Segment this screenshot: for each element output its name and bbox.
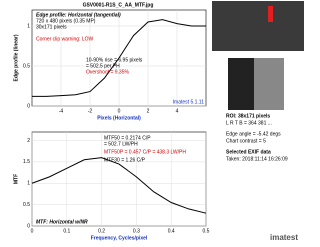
y-tick-label: 0.5 [23,202,30,208]
contrast: Chart contrast = 5 [226,138,266,144]
logo: imatest [270,233,298,242]
x-tick-label: 2 [147,108,150,114]
x-tick-label: 0.1 [63,228,70,234]
y-tick-label: 2 [27,138,30,144]
annotation: 30x171 pixels [36,24,67,30]
edge-angle: Edge angle = -5.42 degs [226,131,281,137]
chart-title: MTF: Horizontal w/NR [36,219,88,225]
annotation: Corner clip warning: LOW [36,36,94,42]
x-tick-label: 4 [176,108,179,114]
y-tick-label: 1 [27,23,30,29]
annotation: MTF30 = 1.26 C/P [104,157,146,163]
file-title: GSV0001-R1S_C_AA_MTF.jpg [83,2,154,8]
y-tick-label: 0 [27,103,30,109]
x-tick-label: -4 [59,108,64,114]
x-tick-label: -2 [88,108,93,114]
annotation: MTF50P = 0.457 C/P = 438.3 LW/PH [104,149,186,155]
y-tick-label: 0 [27,223,30,229]
x-tick-label: 0 [31,228,34,234]
exif-title: Selected EXIF data [226,149,271,155]
x-tick-label: 0.5 [203,228,210,234]
annotation: Imatest 5.1.11 [173,99,205,105]
x-axis-label: Pixels (Horizontal) [97,115,141,121]
x-axis-label: Frequency, Cycles/pixel [91,235,148,241]
annotation: = 502.7 LW/PH [104,141,138,147]
annotation: Overshoot = 9.35% [86,69,129,75]
roi-dark [228,58,254,110]
y-tick-label: 1 [27,181,30,187]
y-axis-label: Edge profile (linear) [13,34,19,81]
x-tick-label: 0.4 [168,228,175,234]
window: GSV0001-R1S_C_AA_MTF.jpg ROI: 38x171 pix… [0,0,305,247]
x-tick-label: 0.2 [98,228,105,234]
exif: Taken: 2018:11:14 16:26:09 [226,156,288,162]
x-tick-label: 0 [118,108,121,114]
thumbnail [212,1,304,51]
roi-marker [268,6,273,22]
y-axis-label: MTF [13,174,19,184]
x-tick-label: 0.3 [133,228,140,234]
roi-text: ROI: 38x171 pixels [226,113,270,119]
roi-detail: L R T B = 364 381 ... [226,120,272,126]
y-tick-label: 1.5 [23,159,30,165]
y-tick-label: 0.5 [23,63,30,69]
